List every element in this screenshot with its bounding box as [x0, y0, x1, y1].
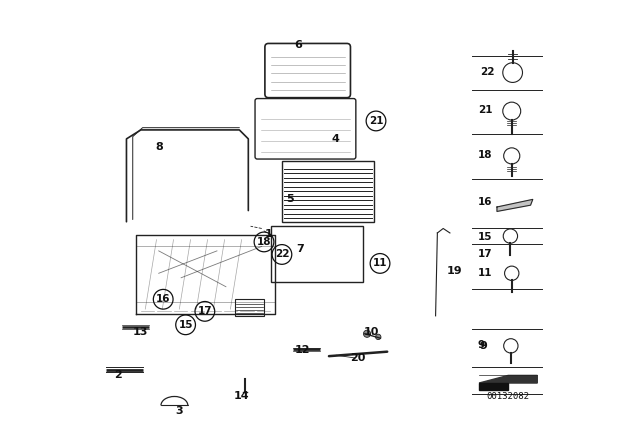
Text: 16: 16 [156, 294, 170, 304]
Text: 3: 3 [175, 406, 182, 416]
Text: 15: 15 [477, 232, 492, 241]
Text: 17: 17 [477, 250, 492, 259]
Text: 21: 21 [369, 116, 383, 126]
Polygon shape [479, 383, 508, 390]
Polygon shape [479, 375, 538, 383]
Text: 4: 4 [332, 134, 340, 144]
Text: 11: 11 [477, 268, 492, 278]
Text: 00132082: 00132082 [486, 392, 530, 401]
Text: 16: 16 [477, 198, 492, 207]
Circle shape [376, 334, 381, 340]
Text: 21: 21 [477, 105, 492, 115]
Polygon shape [497, 199, 533, 211]
Text: 6: 6 [294, 40, 303, 50]
Text: 19: 19 [447, 266, 462, 276]
Text: 22: 22 [275, 250, 289, 259]
Text: 9: 9 [477, 340, 485, 350]
Text: 17: 17 [198, 306, 212, 316]
Text: 5: 5 [285, 194, 293, 204]
Text: 7: 7 [296, 244, 304, 254]
Text: 18: 18 [257, 237, 271, 247]
Text: 18: 18 [477, 150, 492, 160]
Text: 14: 14 [234, 392, 250, 401]
Text: 11: 11 [372, 258, 387, 268]
Text: 15: 15 [179, 320, 193, 330]
Circle shape [364, 330, 371, 337]
Text: 22: 22 [481, 67, 495, 77]
Text: 13: 13 [133, 327, 148, 337]
Text: 9: 9 [479, 341, 488, 351]
Text: 12: 12 [294, 345, 310, 355]
Text: 20: 20 [350, 353, 366, 363]
Text: 2: 2 [114, 370, 122, 380]
Text: 1: 1 [264, 229, 273, 239]
Text: 8: 8 [156, 142, 163, 152]
Text: 10: 10 [364, 327, 379, 336]
